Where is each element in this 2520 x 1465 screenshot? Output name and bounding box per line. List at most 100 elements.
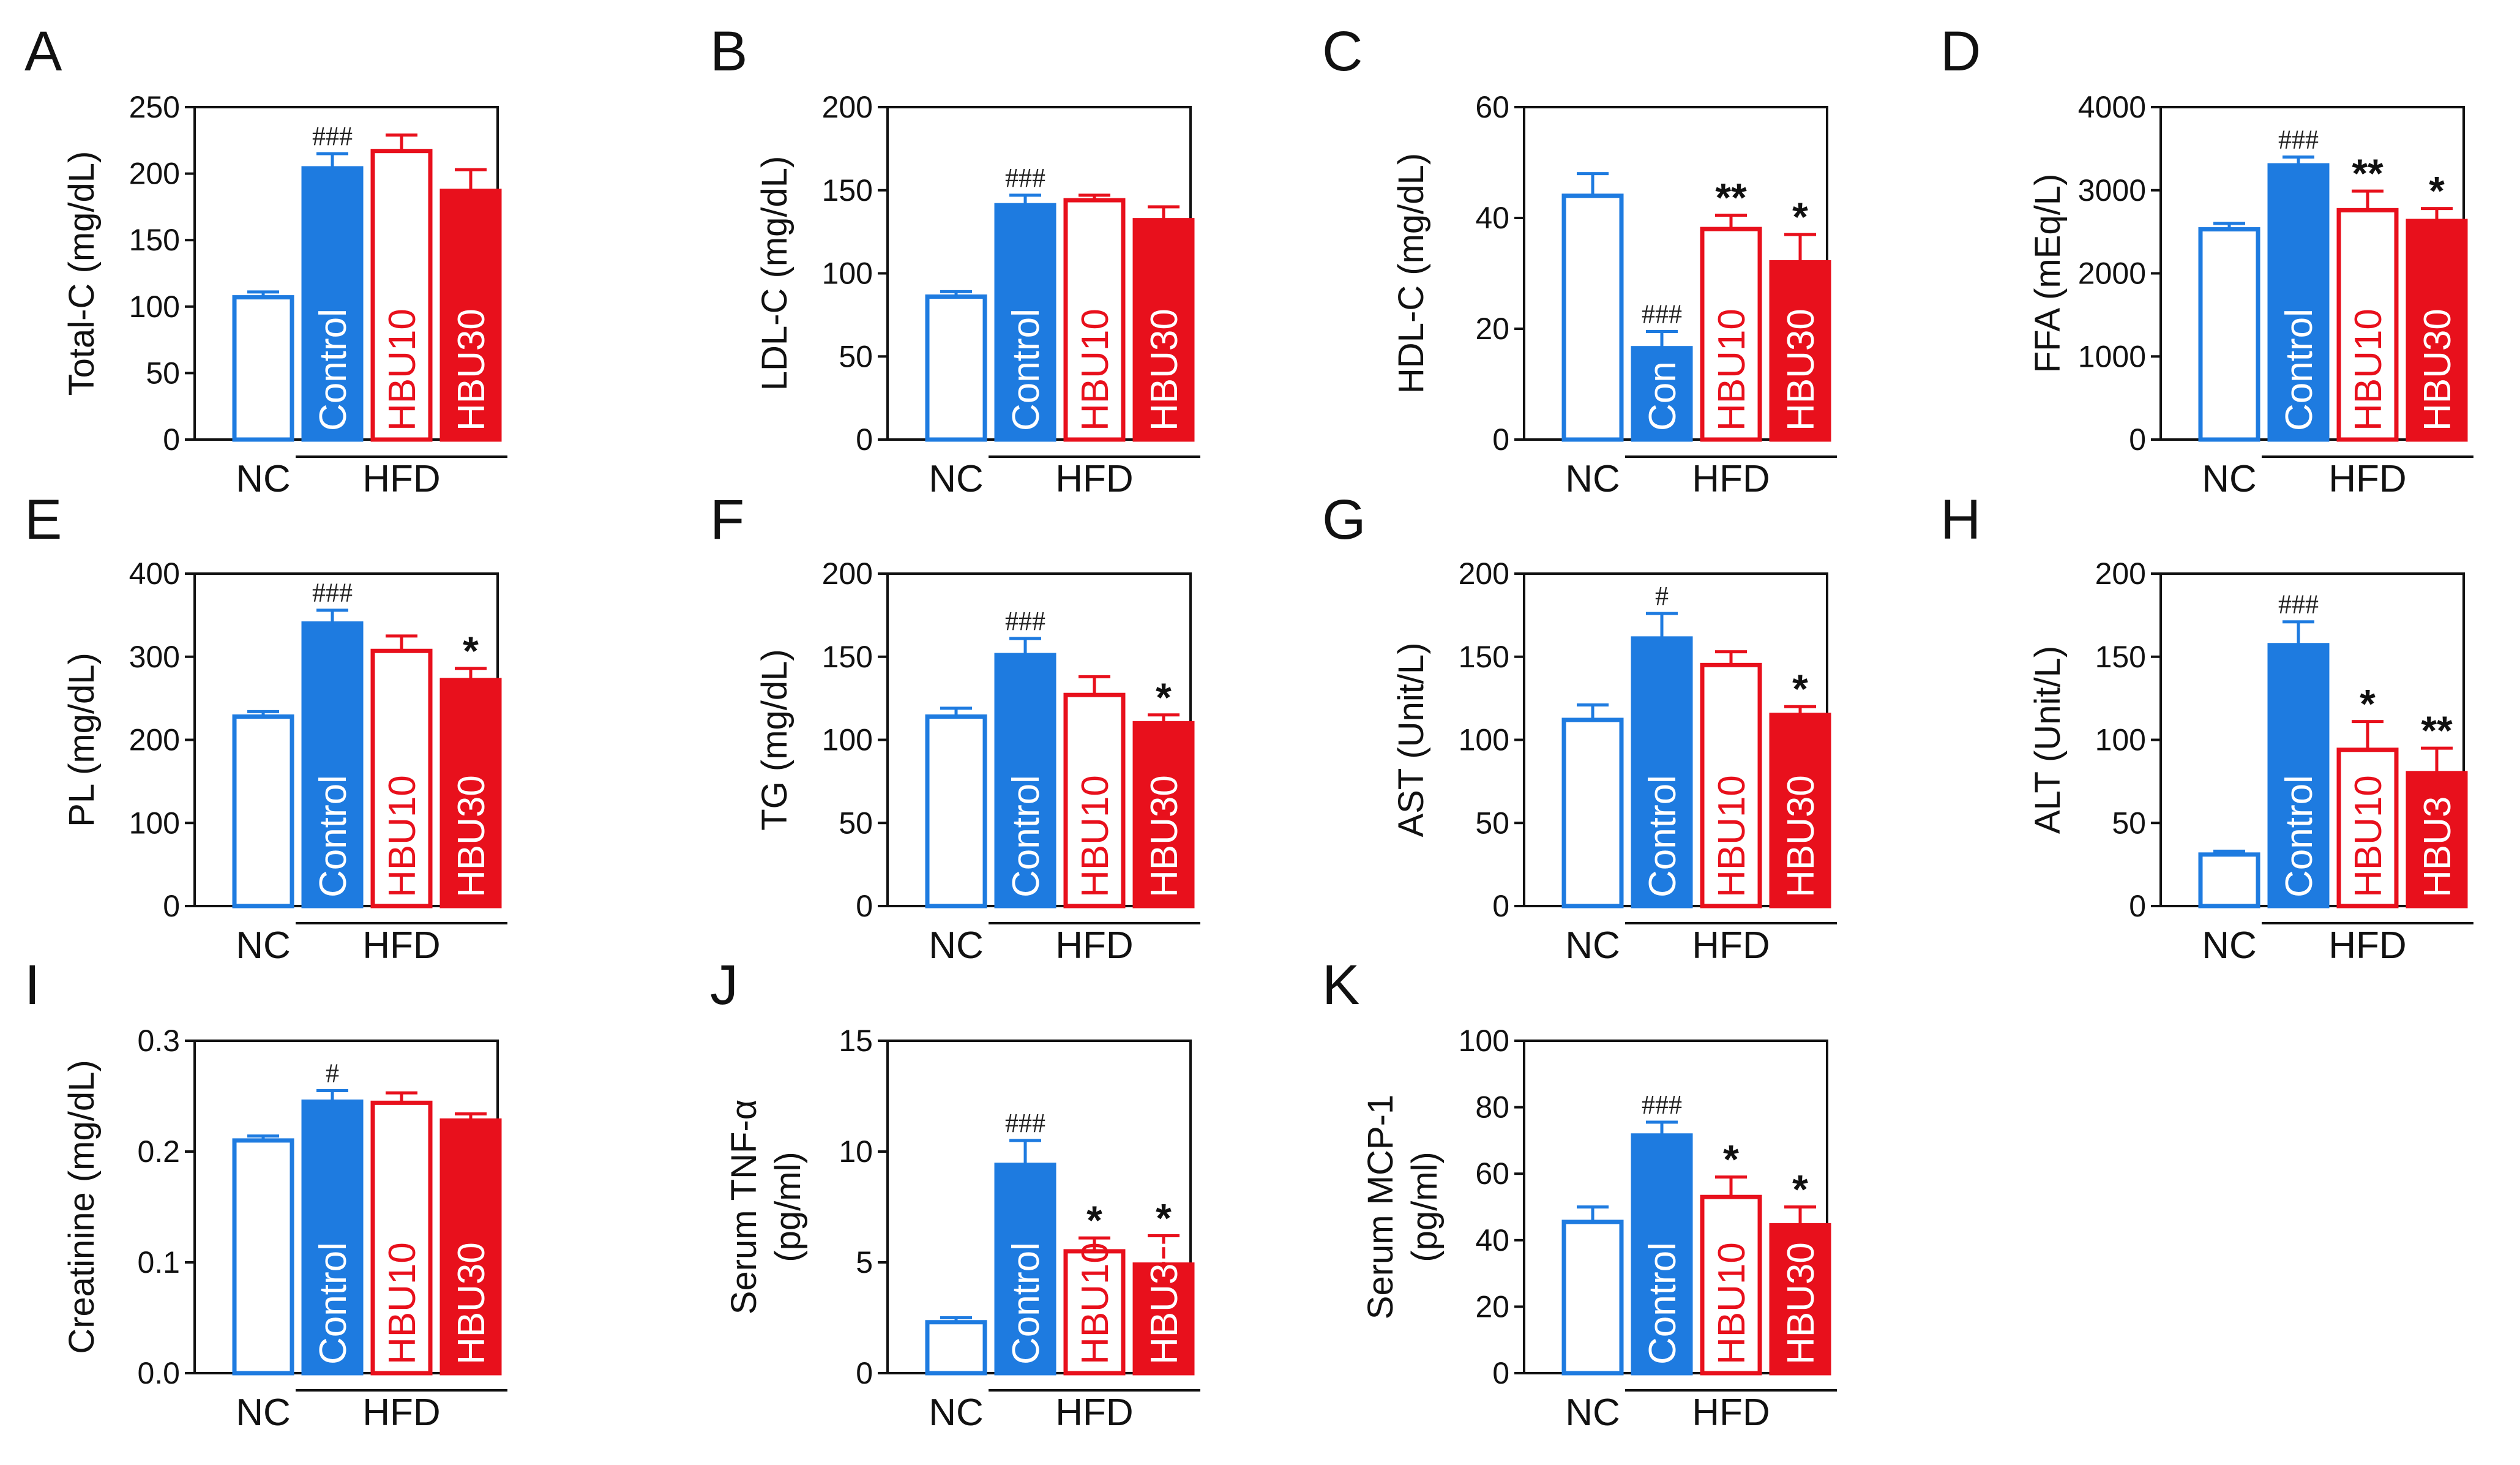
panel-d-ylabel: FFA (mEq/L) <box>2028 174 2068 373</box>
panel-g-group-hfd: HFD <box>1692 924 1770 967</box>
panel-j-ylabel-line: (pg/ml) <box>768 1152 808 1262</box>
panel-c-letter: C <box>1322 20 1363 83</box>
panel-b-bar-hbu10 <box>1063 198 1126 442</box>
panel-e-ytick-label: 100 <box>129 806 180 840</box>
panel-k-sig-control: ### <box>1642 1090 1682 1120</box>
panel-f-sig-hbu30: * <box>1156 675 1172 720</box>
panel-g-group-nc: NC <box>1565 924 1620 967</box>
panel-j-sig-hbu30: * <box>1156 1196 1172 1241</box>
panel-j-bar-hbu30 <box>1132 1262 1195 1376</box>
panel-i-bar-hbu10 <box>370 1100 433 1376</box>
panel-c-bar-label-hbu30: HBU30 <box>1780 309 1822 431</box>
panel-d-group-hfd: HFD <box>2328 458 2406 500</box>
panel-h-ytick-label: 50 <box>2112 806 2146 840</box>
panel-e-group-nc: NC <box>236 924 291 967</box>
panel-d-ylabel-line: FFA (mEq/L) <box>2028 174 2068 373</box>
panel-h-ytick-label: 100 <box>2095 723 2146 757</box>
panel-f-bar-hbu10 <box>1063 692 1126 909</box>
panel-k-ytick-label: 20 <box>1475 1289 1509 1324</box>
panel-h-sig-hbu30: ** <box>2421 708 2453 753</box>
panel-i-ytick-label: 0.3 <box>137 1024 180 1058</box>
panel-i-group-nc: NC <box>236 1392 291 1434</box>
panel-d-ytick-label: 0 <box>2129 422 2146 457</box>
panel-e-bar-hbu10 <box>370 648 433 909</box>
panel-a-letter: A <box>24 20 62 83</box>
panel-a-ytick-label: 250 <box>129 90 180 124</box>
panel-i-ytick-label: 0.2 <box>137 1134 180 1169</box>
panel-f-bar-hbu30 <box>1132 721 1195 909</box>
panel-h-bar-hbu10 <box>2336 747 2399 909</box>
panel-d-bar-hbu30 <box>2406 219 2468 442</box>
panel-j-bar-label-hbu30: HBU30 <box>1143 1242 1186 1365</box>
panel-j-ytick-label: 0 <box>856 1356 873 1390</box>
panel-e-ylabel: PL (mg/dL) <box>62 653 102 827</box>
panel-c-bar-label-hbu10: HBU10 <box>1711 309 1753 431</box>
panel-k-letter: K <box>1322 954 1359 1016</box>
panel-j-ytick-label: 5 <box>856 1245 873 1280</box>
panel-i-bar-nc <box>232 1138 294 1376</box>
panel-c-sig-hbu30: * <box>1792 194 1808 239</box>
panel-k-group-hfd: HFD <box>1692 1392 1770 1434</box>
panel-b-ytick-label: 100 <box>822 257 873 291</box>
panel-e-bar-label-hbu30: HBU30 <box>451 775 493 897</box>
panel-j-group-hfd: HFD <box>1055 1392 1133 1434</box>
panel-f-ytick-label: 100 <box>822 723 873 757</box>
panel-e-ytick-label: 0 <box>163 889 180 923</box>
panel-g-sig-control: # <box>1655 581 1669 611</box>
panel-g-bar-control <box>1631 636 1693 909</box>
panel-i-ytick-label: 0.1 <box>137 1245 180 1280</box>
panel-a-bar-label-hbu30: HBU30 <box>451 309 493 431</box>
panel-g-sig-hbu30: * <box>1792 666 1808 711</box>
panel-i-bar-control <box>301 1100 364 1376</box>
panel-h-bar-label-hbu30: HBU3 <box>2417 796 2459 897</box>
panel-h-ylabel-line: ALT (Unit/L) <box>2028 646 2068 834</box>
panel-c-sig-control: ### <box>1642 299 1682 329</box>
panel-f-letter: F <box>710 489 744 551</box>
panel-b-bar-nc <box>925 294 987 442</box>
panel-b-ytick-label: 200 <box>822 90 873 124</box>
panel-i-ytick-label: 0.0 <box>137 1356 180 1390</box>
panel-a-ylabel: Total-C (mg/dL) <box>62 151 102 396</box>
panel-g-bar-label-hbu30: HBU30 <box>1780 775 1822 897</box>
panel-b-group-hfd: HFD <box>1055 458 1133 500</box>
panel-h-ylabel: ALT (Unit/L) <box>2028 646 2068 834</box>
panel-a-ytick-label: 200 <box>129 157 180 191</box>
panel-d-ytick-label: 3000 <box>2078 173 2146 208</box>
panel-a-ytick-label: 50 <box>146 356 180 390</box>
panel-f-sig-control: ### <box>1005 606 1045 636</box>
panel-i-group-hfd: HFD <box>362 1392 440 1434</box>
panel-j-sig-control: ### <box>1005 1108 1045 1138</box>
panel-b-ytick-label: 0 <box>856 422 873 457</box>
panel-b-letter: B <box>710 20 747 83</box>
panel-k-ytick-label: 100 <box>1459 1024 1509 1058</box>
panel-b-group-nc: NC <box>929 458 984 500</box>
panel-d-sig-control: ### <box>2278 124 2319 154</box>
panel-c-ytick-label: 0 <box>1492 422 1509 457</box>
panel-g-ytick-label: 100 <box>1459 723 1509 757</box>
panel-k-sig-hbu10: * <box>1723 1137 1739 1182</box>
panel-h-group-hfd: HFD <box>2328 924 2406 967</box>
panel-k-bar-hbu10 <box>1700 1194 1762 1376</box>
panel-i-sig-control: # <box>326 1058 339 1088</box>
panel-d-bar-nc <box>2198 227 2260 442</box>
panel-e-ytick-label: 300 <box>129 640 180 674</box>
panel-a-ylabel-line: Total-C (mg/dL) <box>62 151 102 396</box>
panel-a-bar-control <box>301 166 364 442</box>
panel-k-ylabel-line: (pg/ml) <box>1405 1152 1445 1262</box>
panel-c-ytick-label: 20 <box>1475 312 1509 346</box>
panel-d-bar-label-hbu30: HBU30 <box>2417 309 2459 431</box>
panel-h-letter: H <box>1940 489 1981 551</box>
panel-a-sig-control: ### <box>312 121 353 151</box>
panel-c-bar-nc <box>1561 193 1624 442</box>
panel-h-ytick-label: 150 <box>2095 640 2146 674</box>
panel-k-bar-nc <box>1561 1220 1624 1376</box>
panel-d-sig-hbu10: ** <box>2352 151 2384 196</box>
panel-a-ytick-label: 150 <box>129 223 180 257</box>
panel-f-group-nc: NC <box>929 924 984 967</box>
panel-c-bar-label-control: Con <box>1642 361 1684 431</box>
panel-f-ylabel-line: TG (mg/dL) <box>755 649 795 831</box>
panel-a-bar-nc <box>232 295 294 442</box>
panel-b-sig-control: ### <box>1005 163 1045 193</box>
panel-d-bar-control <box>2267 163 2330 442</box>
